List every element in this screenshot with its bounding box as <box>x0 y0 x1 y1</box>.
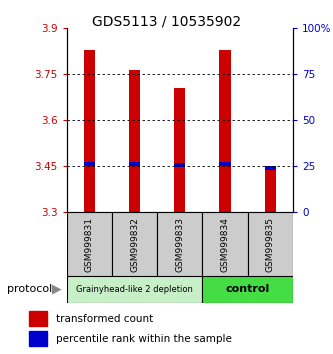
Text: percentile rank within the sample: percentile rank within the sample <box>56 334 232 344</box>
Bar <box>129 70 140 212</box>
Text: GSM999831: GSM999831 <box>85 217 94 272</box>
FancyBboxPatch shape <box>112 212 157 276</box>
Text: transformed count: transformed count <box>56 314 154 324</box>
Text: GSM999834: GSM999834 <box>220 217 230 272</box>
Text: control: control <box>226 284 270 295</box>
Bar <box>219 162 231 166</box>
Bar <box>29 331 47 346</box>
Text: GSM999832: GSM999832 <box>130 217 139 272</box>
Text: GSM999833: GSM999833 <box>175 217 184 272</box>
Bar <box>174 88 185 212</box>
Text: GSM999835: GSM999835 <box>266 217 275 272</box>
FancyBboxPatch shape <box>248 212 293 276</box>
Bar <box>84 50 95 212</box>
Text: ▶: ▶ <box>52 283 62 296</box>
Bar <box>219 50 231 212</box>
Bar <box>174 163 185 167</box>
FancyBboxPatch shape <box>157 212 202 276</box>
FancyBboxPatch shape <box>67 212 112 276</box>
FancyBboxPatch shape <box>67 276 202 303</box>
FancyBboxPatch shape <box>202 212 248 276</box>
FancyBboxPatch shape <box>202 276 293 303</box>
Bar <box>29 311 47 326</box>
Text: GDS5113 / 10535902: GDS5113 / 10535902 <box>92 14 241 28</box>
Bar <box>265 166 276 170</box>
Text: Grainyhead-like 2 depletion: Grainyhead-like 2 depletion <box>76 285 193 294</box>
Bar <box>265 166 276 212</box>
Text: protocol: protocol <box>7 284 52 295</box>
Bar <box>84 162 95 166</box>
Bar <box>129 162 140 166</box>
